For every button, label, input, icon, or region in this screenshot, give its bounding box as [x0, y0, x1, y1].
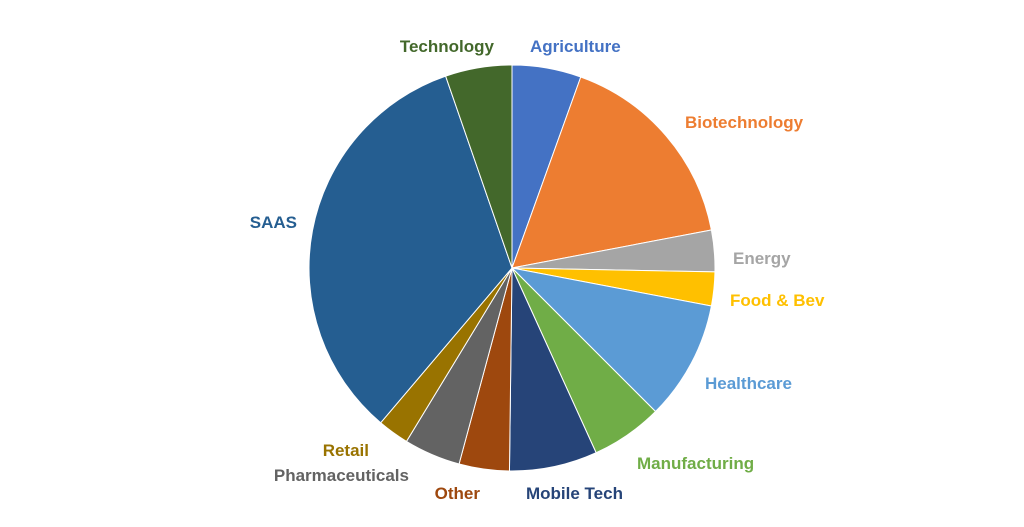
slice-label-pharmaceuticals: Pharmaceuticals: [274, 466, 409, 485]
slice-label-retail: Retail: [323, 441, 369, 460]
slice-label-healthcare: Healthcare: [705, 374, 792, 393]
pie-labels: Agriculture Biotechnology Energy Food & Bev…: [250, 37, 825, 503]
slice-label-technology: Technology: [400, 37, 495, 56]
pie-slice-biotechnology: [511, 76, 712, 269]
slice-label-mobile-tech: Mobile Tech: [526, 484, 623, 503]
pie-slices: [308, 64, 716, 472]
pie-slice-saas: [308, 75, 513, 424]
slice-label-agriculture: Agriculture: [530, 37, 621, 56]
pie-slice-healthcare: [510, 267, 712, 413]
pie-slice-technology: [445, 64, 513, 269]
slice-label-saas: SAAS: [250, 213, 297, 232]
slice-label-biotechnology: Biotechnology: [685, 113, 804, 132]
slice-label-food-and-bev: Food & Bev: [730, 291, 825, 310]
slice-label-manufacturing: Manufacturing: [637, 454, 754, 473]
slice-label-energy: Energy: [733, 249, 791, 268]
slice-label-other: Other: [435, 484, 481, 503]
